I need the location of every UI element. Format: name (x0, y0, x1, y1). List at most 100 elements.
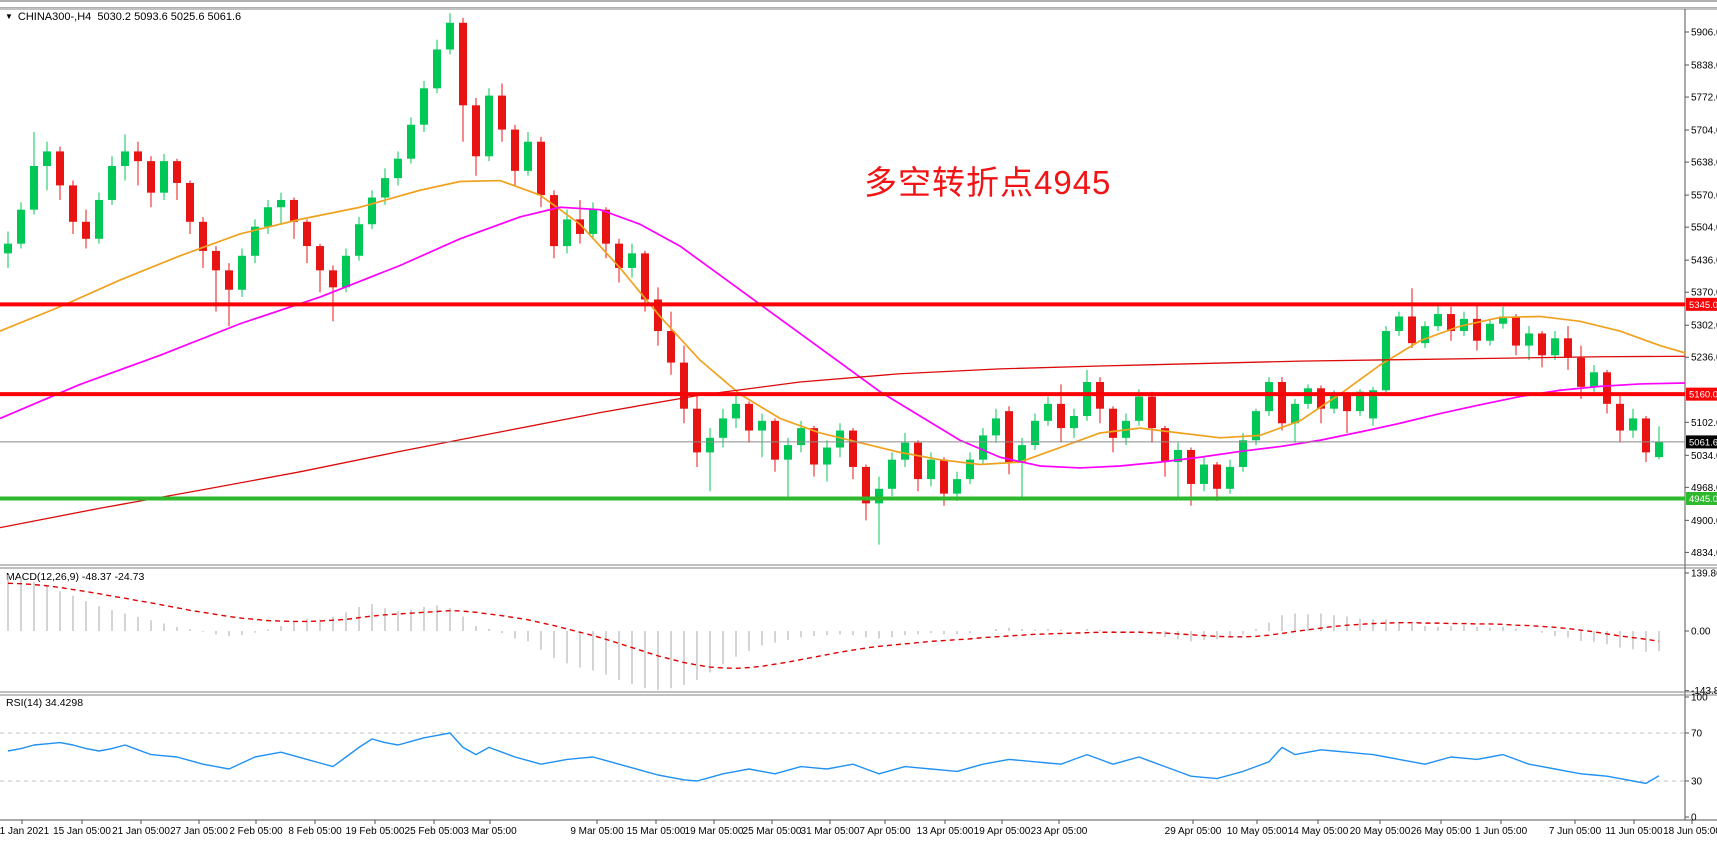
symbol-label: CHINA300-,H4 (17, 11, 92, 23)
svg-text:5570.0: 5570.0 (1691, 191, 1717, 202)
bull-candle (485, 95, 493, 157)
svg-text:8 Feb 05:00: 8 Feb 05:00 (288, 826, 342, 837)
bear-candle (303, 221, 311, 247)
bull-candle (355, 224, 363, 256)
chart-title-row: ▼ CHINA300-,H4 5030.2 5093.6 5025.6 5061.… (5, 11, 241, 23)
svg-text:5370.0: 5370.0 (1691, 288, 1717, 299)
svg-text:4968.0: 4968.0 (1691, 483, 1717, 494)
bull-candle (1590, 372, 1598, 387)
bull-candle (446, 22, 454, 50)
bull-candle (381, 178, 389, 198)
bull-candle (433, 49, 441, 89)
bull-candle (1291, 403, 1299, 424)
bear-candle (498, 95, 506, 130)
bear-candle (82, 221, 90, 239)
bull-candle (1655, 441, 1663, 458)
bull-candle (420, 88, 428, 125)
bull-candle (1083, 382, 1091, 416)
bull-candle (277, 199, 285, 208)
svg-text:5236.0: 5236.0 (1691, 353, 1717, 364)
bull-candle (4, 243, 12, 254)
macd-indicator-label: MACD(12,26,9) -48.37 -24.73 (6, 571, 145, 583)
bull-candle (1525, 333, 1533, 346)
ohlc-quote: 5030.2 5093.6 5025.6 5061.6 (97, 11, 242, 23)
svg-text:5034.0: 5034.0 (1691, 451, 1717, 462)
svg-text:5772.0: 5772.0 (1691, 93, 1717, 104)
bull-candle (953, 479, 961, 494)
bull-candle (1226, 466, 1234, 489)
bear-candle (147, 161, 155, 193)
bear-candle (745, 403, 753, 431)
bull-candle (1239, 440, 1247, 467)
bear-candle (1603, 372, 1611, 404)
svg-text:25 Mar 05:00: 25 Mar 05:00 (743, 826, 802, 837)
bull-candle (836, 430, 844, 448)
bull-candle (1486, 323, 1494, 341)
svg-text:0.00: 0.00 (1691, 627, 1711, 638)
bear-candle (810, 428, 818, 465)
bull-candle (823, 447, 831, 465)
svg-text:4834.0: 4834.0 (1691, 548, 1717, 559)
bull-candle (888, 459, 896, 489)
bear-candle (693, 408, 701, 453)
bear-candle (1447, 314, 1455, 332)
bear-candle (1148, 396, 1156, 429)
symbol-dropdown-icon[interactable]: ▼ (5, 12, 13, 21)
bull-candle (17, 209, 25, 244)
macd-axis: 139.86 0.00 -143.82 (1685, 569, 1717, 697)
svg-text:-143.82: -143.82 (1691, 686, 1717, 697)
svg-text:11 Jan 2021: 11 Jan 2021 (0, 826, 50, 837)
bear-candle (1161, 428, 1169, 463)
bear-candle (667, 331, 675, 363)
bear-candle (472, 105, 480, 157)
bull-candle (1070, 415, 1078, 429)
bull-candle (1629, 418, 1637, 431)
bull-candle (1499, 316, 1507, 324)
date-axis: 11 Jan 2021 15 Jan 05:00 21 Jan 05:00 27 Ja… (0, 820, 1717, 837)
svg-text:20 May 05:00: 20 May 05:00 (1350, 826, 1411, 837)
bull-candle (628, 253, 636, 268)
svg-text:30: 30 (1691, 777, 1703, 788)
bull-candle (901, 442, 909, 460)
svg-text:19 Mar 05:00: 19 Mar 05:00 (685, 826, 744, 837)
svg-text:4900.0: 4900.0 (1691, 516, 1717, 527)
svg-text:5704.0: 5704.0 (1691, 126, 1717, 137)
bull-candle (30, 165, 38, 210)
bull-candle (121, 151, 129, 166)
svg-text:11 Jun 05:00: 11 Jun 05:00 (1605, 826, 1663, 837)
annotation-text: 多空转折点4945 (864, 164, 1112, 201)
bull-candle (1421, 326, 1429, 344)
bull-candle (1135, 396, 1143, 421)
bull-candle (368, 197, 376, 225)
bear-candle (1616, 403, 1624, 431)
bull-candle (992, 418, 1000, 436)
bull-candle (160, 161, 168, 193)
bull-candle (1018, 445, 1026, 463)
bull-candle (394, 158, 402, 179)
svg-text:7 Jun 05:00: 7 Jun 05:00 (1549, 826, 1602, 837)
bull-candle (407, 124, 415, 159)
bull-candle (251, 226, 259, 256)
svg-text:21 Jan 05:00: 21 Jan 05:00 (112, 826, 170, 837)
svg-text:5061.6: 5061.6 (1689, 437, 1717, 448)
bull-candle (875, 488, 883, 504)
bear-candle (576, 219, 584, 234)
bear-candle (186, 182, 194, 222)
bear-candle (940, 459, 948, 494)
svg-text:3 Mar 05:00: 3 Mar 05:00 (463, 826, 517, 837)
svg-text:5436.0: 5436.0 (1691, 256, 1717, 267)
svg-text:27 Jan 05:00: 27 Jan 05:00 (170, 826, 228, 837)
bear-candle (862, 466, 870, 504)
bear-candle (1317, 388, 1325, 409)
ma-mid-magenta (0, 206, 1686, 469)
bull-candle (264, 207, 272, 227)
bear-candle (459, 22, 467, 106)
svg-text:31 Mar 05:00: 31 Mar 05:00 (801, 826, 860, 837)
bear-candle (199, 221, 207, 251)
bear-candle (1187, 449, 1195, 484)
bear-candle (849, 430, 857, 467)
bear-candle (1577, 357, 1585, 387)
price-badges: 5345.0 5160.0 4945.0 5061.6 (1686, 297, 1717, 506)
bull-candle (342, 255, 350, 288)
